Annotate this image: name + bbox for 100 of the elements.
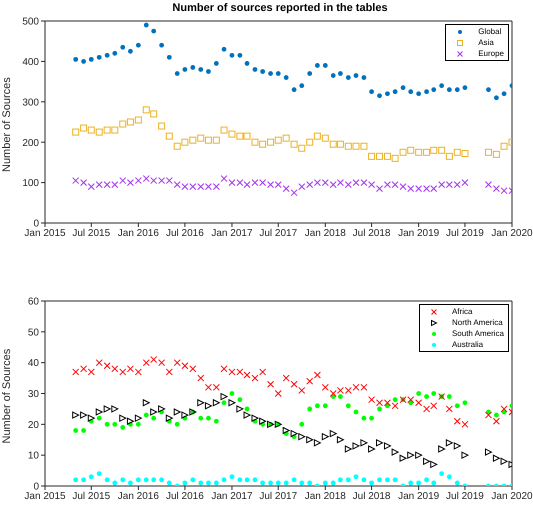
x-tick-label: Jan 2020 <box>491 228 533 240</box>
point <box>230 391 234 396</box>
point <box>446 394 452 399</box>
point <box>282 427 290 434</box>
point <box>454 480 460 486</box>
point <box>237 52 242 58</box>
point <box>369 89 374 94</box>
point <box>292 87 296 92</box>
point <box>144 412 149 418</box>
x-tick-label: Jan 2018 <box>304 491 346 502</box>
point <box>322 63 328 68</box>
point <box>151 28 156 34</box>
point <box>385 477 390 482</box>
point <box>400 454 407 462</box>
point <box>500 142 508 150</box>
point <box>134 368 142 376</box>
point <box>462 85 468 90</box>
point <box>415 452 422 459</box>
point <box>299 83 304 88</box>
point <box>96 416 102 421</box>
point <box>415 148 422 156</box>
point <box>338 477 343 482</box>
point <box>158 359 166 366</box>
point <box>104 405 111 412</box>
point <box>462 400 468 406</box>
point <box>222 477 226 482</box>
point <box>112 480 118 486</box>
point <box>352 442 360 450</box>
point <box>190 65 196 70</box>
point <box>314 403 320 408</box>
point <box>72 128 80 136</box>
point <box>136 422 141 427</box>
point <box>222 46 226 52</box>
point <box>214 61 219 66</box>
point <box>88 368 95 376</box>
point <box>377 477 382 482</box>
point <box>274 136 282 144</box>
point <box>431 391 436 396</box>
point <box>142 399 150 406</box>
point <box>206 480 211 486</box>
point <box>189 136 196 144</box>
point <box>174 422 180 427</box>
x-tick-label: Jan 2016 <box>118 491 160 502</box>
point <box>174 359 181 366</box>
point <box>369 480 374 486</box>
point <box>166 368 173 376</box>
point <box>96 471 102 476</box>
point <box>423 405 430 412</box>
point <box>284 480 289 486</box>
point <box>416 480 422 486</box>
x-tick-label: Jan 2017 <box>211 228 253 240</box>
point <box>260 69 266 74</box>
x-tick-label: Jul 2016 <box>166 228 204 240</box>
point <box>454 148 461 156</box>
chart-title: Number of sources reported in the tables <box>171 2 389 14</box>
point <box>128 48 133 54</box>
point <box>336 140 344 148</box>
point <box>306 378 314 385</box>
point <box>204 402 212 410</box>
point <box>252 477 258 482</box>
point <box>134 414 142 422</box>
y-tick-label: 0 <box>33 218 40 230</box>
point <box>88 414 95 422</box>
point <box>461 452 468 459</box>
point <box>190 477 196 482</box>
legend-label: Europe <box>478 49 504 58</box>
point <box>338 71 343 76</box>
point <box>96 128 103 136</box>
point <box>290 140 298 148</box>
point <box>259 368 266 376</box>
point <box>292 477 296 482</box>
point <box>431 480 436 486</box>
point <box>446 474 452 480</box>
y-tick-label: 20 <box>28 420 40 431</box>
point <box>454 418 461 425</box>
point <box>392 397 398 402</box>
point <box>354 73 358 78</box>
point <box>136 477 141 482</box>
point <box>182 480 188 486</box>
point <box>111 365 118 372</box>
point <box>212 399 220 406</box>
point <box>392 154 399 162</box>
point <box>290 380 298 388</box>
point <box>360 142 368 150</box>
point <box>144 22 149 28</box>
point <box>385 91 390 96</box>
point <box>298 433 306 440</box>
point <box>454 442 461 450</box>
point <box>360 439 368 446</box>
point <box>274 390 282 397</box>
x-tick-label: Jan 2020 <box>491 491 533 502</box>
x-tick-label: Jan 2015 <box>24 491 66 502</box>
x-tick-label: Jul 2017 <box>259 228 298 240</box>
x-tick-label: Jul 2018 <box>352 228 391 240</box>
point <box>80 365 88 372</box>
point <box>392 448 399 456</box>
point <box>111 126 118 134</box>
point <box>80 124 88 132</box>
point <box>73 477 78 482</box>
point <box>182 67 188 72</box>
